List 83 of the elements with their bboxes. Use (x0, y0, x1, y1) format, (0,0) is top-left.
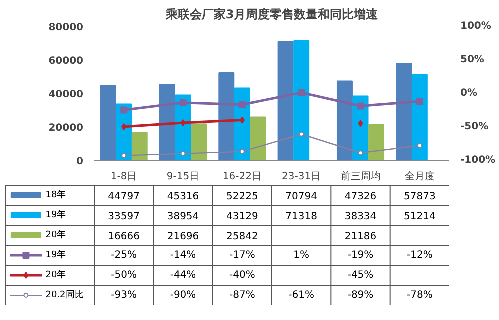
legend-label: 18年 (46, 190, 66, 200)
data-label: 44797 (108, 192, 140, 202)
data-label: 47326 (344, 192, 377, 202)
data-label: -44% (170, 270, 196, 281)
bar (336, 80, 353, 160)
data-label: -61% (288, 290, 315, 301)
point (298, 89, 306, 96)
x-tick-label: 1-8日 (110, 172, 138, 182)
data-label: -87% (230, 290, 256, 301)
point (180, 151, 186, 156)
point (240, 149, 245, 154)
bar (396, 63, 412, 160)
data-label: -89% (348, 290, 374, 301)
bar (250, 116, 266, 160)
y-tick-label: 80000 (48, 22, 84, 34)
data-label: 21186 (344, 232, 377, 242)
bar (191, 124, 208, 160)
data-label: 71318 (286, 212, 318, 222)
bar (412, 74, 428, 160)
data-label: 45316 (167, 192, 200, 202)
data-label: 16666 (108, 232, 140, 242)
point (240, 116, 245, 124)
data-label: -40% (230, 270, 256, 281)
chart-title: 乘联会厂家3月周度零售数量和同比增速 (164, 8, 380, 22)
bar (132, 132, 148, 160)
bar (278, 41, 294, 160)
data-label: 21696 (167, 232, 200, 242)
data-label: 52225 (226, 192, 258, 202)
point (122, 124, 127, 130)
bar (368, 124, 385, 160)
legend-label: 20.2同比 (46, 290, 84, 300)
data-label: 70794 (286, 192, 318, 202)
data-label: -45% (348, 270, 374, 281)
legend-label: 20年 (46, 230, 66, 240)
point (180, 99, 187, 106)
data-label: -17% (230, 250, 256, 261)
y2-tick-label: 50% (460, 54, 484, 66)
point (417, 143, 422, 148)
point (122, 153, 127, 158)
data-label: -50% (111, 270, 138, 281)
bar (159, 84, 176, 160)
legend-label: 19年 (46, 210, 66, 220)
x-tick-label: 全月度 (404, 170, 435, 182)
data-label: 43129 (226, 212, 258, 222)
point (358, 120, 364, 128)
y-tick-label: 20000 (48, 123, 84, 134)
point (299, 132, 304, 137)
data-label: 1% (294, 250, 310, 261)
point (357, 102, 364, 110)
data-label: -12% (407, 250, 433, 261)
data-label: -25% (111, 250, 138, 261)
x-tick-label: 前三周均 (340, 170, 381, 182)
x-tick-label: 16-22日 (222, 172, 262, 182)
y2-tick-label: -50% (460, 122, 489, 132)
bar (294, 40, 310, 160)
data-label: -78% (407, 290, 433, 301)
data-label: -14% (170, 250, 196, 261)
point (120, 106, 128, 114)
data-label: 57873 (404, 192, 436, 202)
y2-tick-label: 0% (460, 88, 478, 99)
y-tick-label: 0 (76, 156, 84, 168)
data-label: -90% (170, 290, 196, 301)
y2-tick-label: -100% (460, 155, 496, 166)
point (358, 150, 364, 156)
x-tick-label: 9-15日 (166, 172, 200, 182)
y2-tick-label: 100% (460, 21, 492, 32)
data-label: -19% (348, 250, 374, 261)
point (180, 119, 186, 126)
data-label: -93% (111, 290, 138, 301)
legend-label: 19年 (46, 250, 66, 260)
legend-label: 20年 (46, 270, 66, 280)
y-tick-label: 40000 (48, 90, 84, 100)
data-label: 51214 (404, 212, 436, 222)
point (238, 101, 246, 108)
y-tick-label: 60000 (48, 56, 84, 67)
bar (100, 84, 116, 160)
point (416, 98, 424, 106)
data-label: 38954 (167, 212, 200, 222)
bar (218, 72, 235, 160)
data-label: 38334 (344, 212, 377, 222)
data-label: 33597 (108, 212, 140, 222)
x-tick-label: 23-31日 (282, 172, 322, 182)
data-label: 25842 (226, 232, 258, 242)
